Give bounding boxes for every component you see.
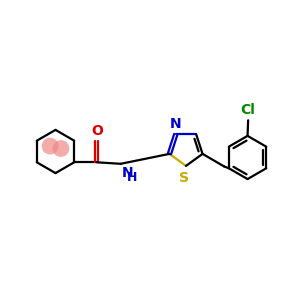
Text: N: N [169,117,181,131]
Text: N: N [122,166,134,180]
Circle shape [42,138,58,154]
Text: H: H [127,171,138,184]
Circle shape [52,140,69,157]
Text: S: S [178,171,189,185]
Text: O: O [91,124,103,138]
Text: Cl: Cl [241,103,256,117]
